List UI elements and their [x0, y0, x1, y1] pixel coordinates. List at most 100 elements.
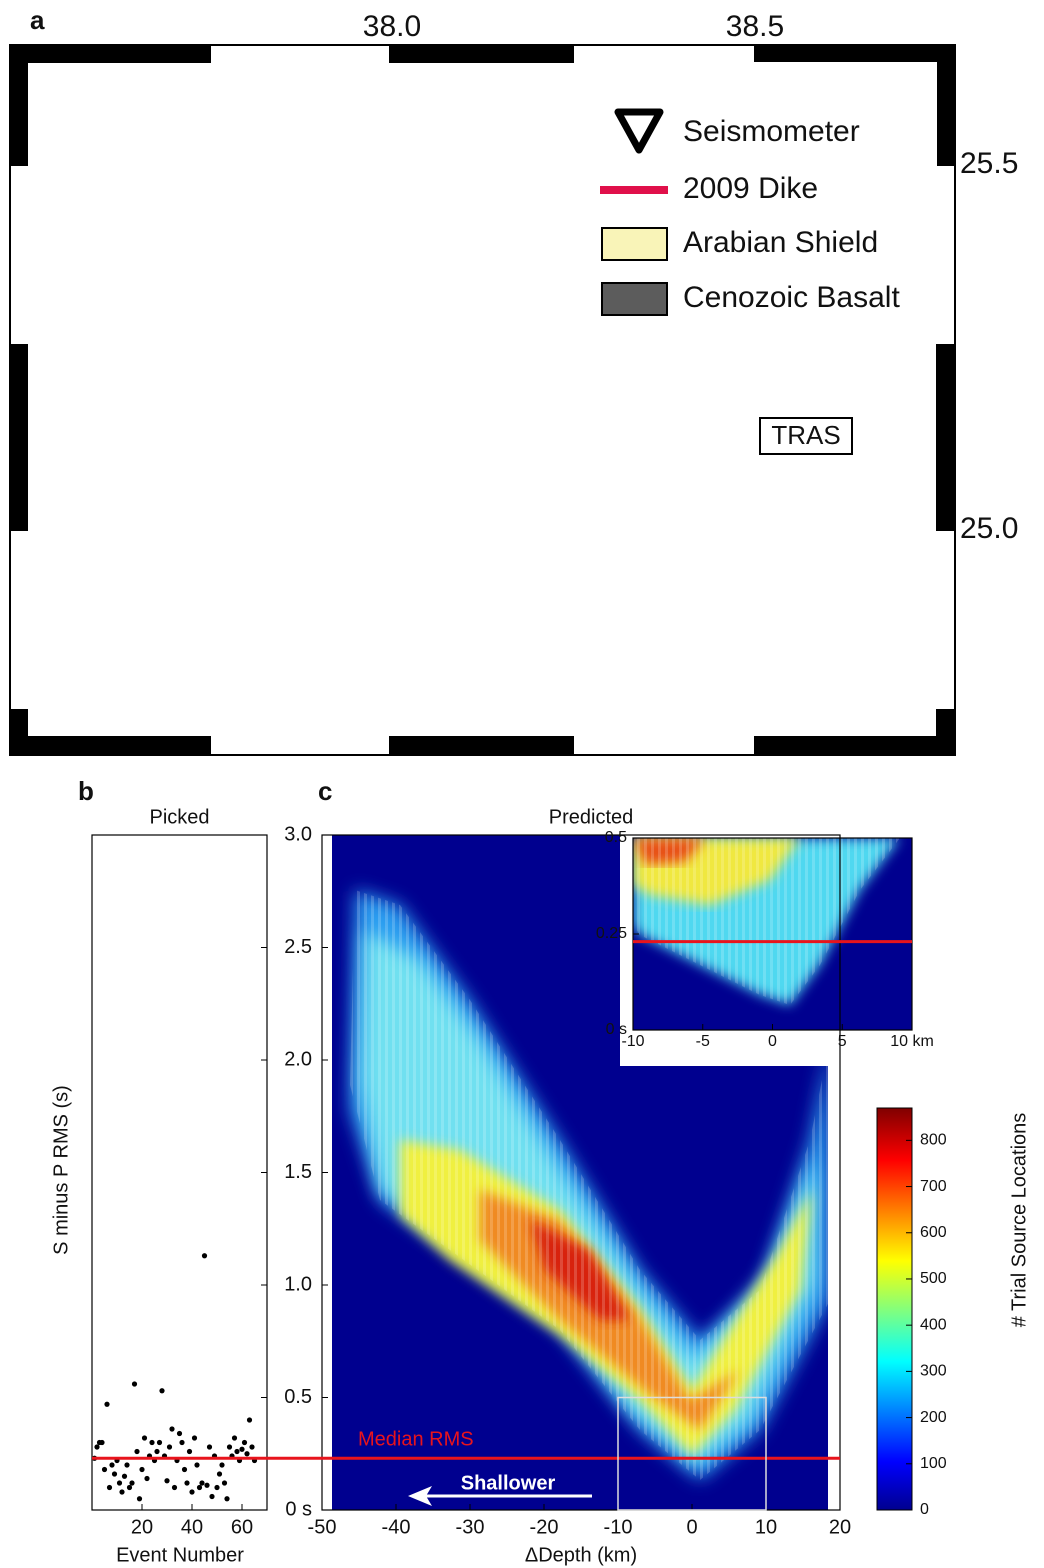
x-tick-label: 20: [829, 1516, 851, 1538]
median-label: Median RMS: [358, 1429, 474, 1451]
point: [154, 1449, 159, 1454]
x-axis-label: Event Number: [116, 1544, 244, 1566]
point: [139, 1467, 144, 1472]
point: [244, 1451, 249, 1456]
y-axis-label: S minus P RMS (s): [50, 1085, 72, 1255]
colorbar-tick-label: 200: [920, 1409, 947, 1426]
point: [117, 1480, 122, 1485]
panel-label: c: [318, 776, 332, 806]
point: [194, 1462, 199, 1467]
legend-shield: [602, 228, 667, 260]
point: [242, 1440, 247, 1445]
point: [177, 1431, 182, 1436]
point: [222, 1480, 227, 1485]
point: [109, 1462, 114, 1467]
colorbar-tick-label: 700: [920, 1178, 947, 1195]
point: [99, 1440, 104, 1445]
point: [207, 1444, 212, 1449]
point: [224, 1496, 229, 1501]
legend-label: Cenozoic Basalt: [683, 281, 900, 314]
lon-label: 38.5: [726, 10, 784, 43]
point: [169, 1426, 174, 1431]
point: [164, 1478, 169, 1483]
station-label: TRAS: [771, 420, 840, 450]
point: [192, 1435, 197, 1440]
y-tick-label: 0 s: [285, 1498, 312, 1520]
point: [124, 1462, 129, 1467]
point: [122, 1474, 127, 1479]
point: [239, 1447, 244, 1452]
chart-title: Predicted: [549, 806, 634, 828]
y-tick-label: 0.5: [605, 829, 627, 846]
chart-title: Picked: [149, 806, 209, 828]
colorbar-tick-label: 800: [920, 1132, 947, 1149]
x-tick-label: -20: [530, 1516, 559, 1538]
colorbar-tick-label: 100: [920, 1455, 947, 1472]
x-axis-label: ΔDepth (km): [525, 1544, 637, 1566]
legend-label: 2009 Dike: [683, 172, 818, 205]
point: [227, 1444, 232, 1449]
point: [189, 1489, 194, 1494]
point: [249, 1444, 254, 1449]
point: [132, 1381, 137, 1386]
panel-label: a: [30, 5, 45, 35]
point: [107, 1485, 112, 1490]
annotation: Shallower: [461, 1472, 556, 1494]
x-tick-label: 0: [768, 1033, 777, 1050]
point: [112, 1471, 117, 1476]
y-tick-label: 2.0: [284, 1048, 312, 1070]
legend-label: Arabian Shield: [683, 226, 878, 259]
y-tick-label: 1.5: [284, 1161, 312, 1183]
x-tick-label: 40: [181, 1516, 203, 1538]
point: [94, 1444, 99, 1449]
point: [104, 1402, 109, 1407]
lat-label: 25.5: [960, 147, 1018, 180]
x-tick-label: 0: [686, 1516, 697, 1538]
x-tick-label: 10: [755, 1516, 777, 1538]
y-tick-label: 0.5: [284, 1386, 312, 1408]
point: [232, 1435, 237, 1440]
point: [204, 1483, 209, 1488]
figure: Seismometer 2009 Dike Arabian Shield Cen…: [0, 0, 1044, 1568]
x-tick-label: -10: [604, 1516, 633, 1538]
point: [217, 1471, 222, 1476]
point: [197, 1485, 202, 1490]
point: [202, 1253, 207, 1258]
colorbar-tick-label: 300: [920, 1363, 947, 1380]
y-tick-label: 0.25: [596, 925, 627, 942]
point: [149, 1440, 154, 1445]
point: [127, 1485, 132, 1490]
panel-label: b: [78, 776, 94, 806]
point: [219, 1462, 224, 1467]
point: [209, 1494, 214, 1499]
point: [102, 1467, 107, 1472]
point: [119, 1489, 124, 1494]
heatmap-image: [332, 828, 950, 1510]
point: [167, 1444, 172, 1449]
x-tick-label: 10 km: [890, 1033, 934, 1050]
point: [144, 1476, 149, 1481]
x-tick-label: 20: [131, 1516, 153, 1538]
y-tick-label: 0 s: [606, 1021, 627, 1038]
point: [134, 1449, 139, 1454]
point: [179, 1440, 184, 1445]
point: [129, 1480, 134, 1485]
point: [159, 1388, 164, 1393]
point: [182, 1467, 187, 1472]
colorbar-label: # Trial Source Locations: [1008, 1113, 1030, 1328]
point: [137, 1496, 142, 1501]
x-tick-label: 60: [231, 1516, 253, 1538]
point: [142, 1435, 147, 1440]
legend-label: Seismometer: [683, 115, 860, 148]
colorbar-tick-label: 600: [920, 1224, 947, 1241]
point: [157, 1440, 162, 1445]
legend-basalt: [602, 283, 667, 315]
map: Seismometer 2009 Dike Arabian Shield Cen…: [10, 5, 1018, 755]
point: [214, 1485, 219, 1490]
y-tick-label: 2.5: [284, 936, 312, 958]
y-tick-label: 3.0: [284, 823, 312, 845]
x-tick-label: -5: [696, 1033, 710, 1050]
y-tick-label: 1.0: [284, 1273, 312, 1295]
lat-label: 25.0: [960, 512, 1018, 545]
x-tick-label: -30: [456, 1516, 485, 1538]
